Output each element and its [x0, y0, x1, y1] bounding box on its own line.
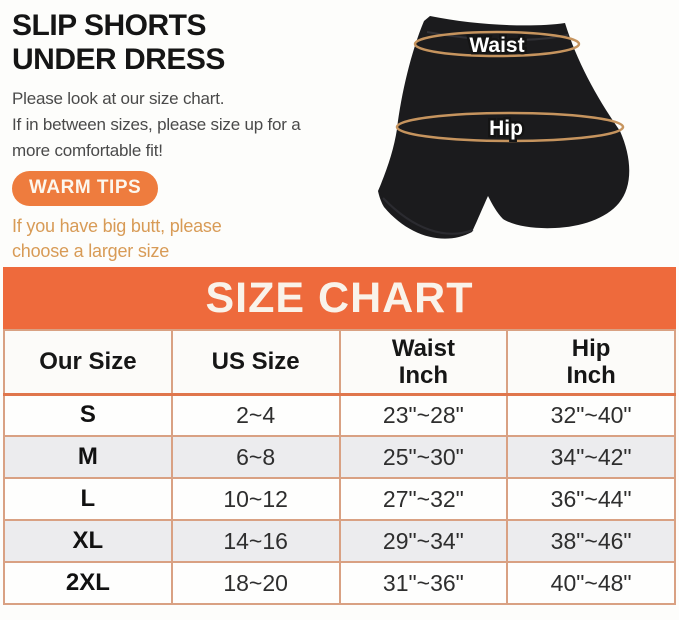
hip-measure-line	[395, 111, 625, 143]
intro-section: SLIP SHORTS UNDER DRESS Please look at o…	[0, 0, 679, 267]
size-row: S 2~4 23"~28" 32"~40"	[3, 393, 676, 437]
cell-hip_inch: 38"~46"	[506, 519, 676, 563]
column-header-0: Our Size	[3, 329, 173, 396]
cell-our_size: XL	[3, 519, 173, 563]
size-table: Our Size US Size Waist Inch Hip Inch S 2~4 23"~…	[3, 329, 676, 605]
cell-our_size: L	[3, 477, 173, 521]
size-row: M 6~8 25"~30" 34"~42"	[3, 435, 676, 479]
cell-hip_inch: 32"~40"	[506, 393, 676, 437]
size-advice-line1: Please look at our size chart.	[12, 89, 225, 108]
shorts-illustration: Waist Hip	[334, 0, 679, 264]
column-header-line: Inch	[566, 361, 616, 389]
cell-us_size: 2~4	[170, 393, 341, 437]
column-header-1: US Size	[170, 329, 341, 396]
column-header-line: Waist	[391, 334, 455, 362]
size-advice-text: Please look at our size chart. If in bet…	[12, 86, 347, 164]
size-row: L 10~12 27"~32" 36"~44"	[3, 477, 676, 521]
cell-waist_inch: 29"~34"	[338, 519, 509, 563]
size-chart-section: SIZE CHART Our Size US Size Waist Inch Hip In…	[3, 267, 676, 605]
hip-label: Hip	[489, 117, 523, 140]
page-title-line2: UNDER DRESS	[12, 43, 225, 76]
waist-measure-line	[413, 30, 581, 58]
cell-us_size: 6~8	[170, 435, 341, 479]
shorts-silhouette	[378, 16, 630, 239]
cell-waist_inch: 31"~36"	[338, 561, 509, 605]
cell-us_size: 18~20	[170, 561, 341, 605]
cell-us_size: 14~16	[170, 519, 341, 563]
size-advice-line2: If in between sizes, please size up for …	[12, 115, 301, 134]
waist-label: Waist	[469, 34, 524, 57]
cell-waist_inch: 25"~30"	[338, 435, 509, 479]
column-header-3: Hip Inch	[506, 329, 676, 396]
size-table-header-row: Our Size US Size Waist Inch Hip Inch	[3, 329, 676, 396]
warm-tip-line1: If you have big butt, please	[12, 216, 222, 236]
size-chart-title: SIZE CHART	[3, 267, 676, 329]
column-header-line: US Size	[211, 348, 300, 376]
warm-tips-badge: WARM TIPS	[12, 171, 159, 206]
warm-tip-text: If you have big butt, please choose a la…	[12, 214, 347, 264]
cell-waist_inch: 23"~28"	[338, 393, 509, 437]
intro-text-block: SLIP SHORTS UNDER DRESS Please look at o…	[12, 9, 347, 264]
cell-our_size: 2XL	[3, 561, 173, 605]
leg-cuff-seam	[382, 197, 474, 235]
column-header-line: Inch	[398, 361, 449, 389]
shorts-svg: Waist Hip	[378, 16, 630, 239]
warm-tip-line2: choose a larger size	[12, 241, 170, 261]
size-advice-line3: more comfortable fit!	[12, 141, 163, 160]
cell-our_size: S	[3, 393, 173, 437]
size-row: XL 14~16 29"~34" 38"~46"	[3, 519, 676, 563]
column-header-2: Waist Inch	[338, 329, 509, 396]
cell-waist_inch: 27"~32"	[338, 477, 509, 521]
column-header-line: Hip	[571, 334, 611, 362]
page-title-line1: SLIP SHORTS	[12, 9, 206, 42]
cell-us_size: 10~12	[170, 477, 341, 521]
cell-hip_inch: 34"~42"	[506, 435, 676, 479]
size-row: 2XL 18~20 31"~36" 40"~48"	[3, 561, 676, 605]
column-header-line: Our Size	[39, 348, 137, 376]
cell-hip_inch: 36"~44"	[506, 477, 676, 521]
cell-our_size: M	[3, 435, 173, 479]
cell-hip_inch: 40"~48"	[506, 561, 676, 605]
